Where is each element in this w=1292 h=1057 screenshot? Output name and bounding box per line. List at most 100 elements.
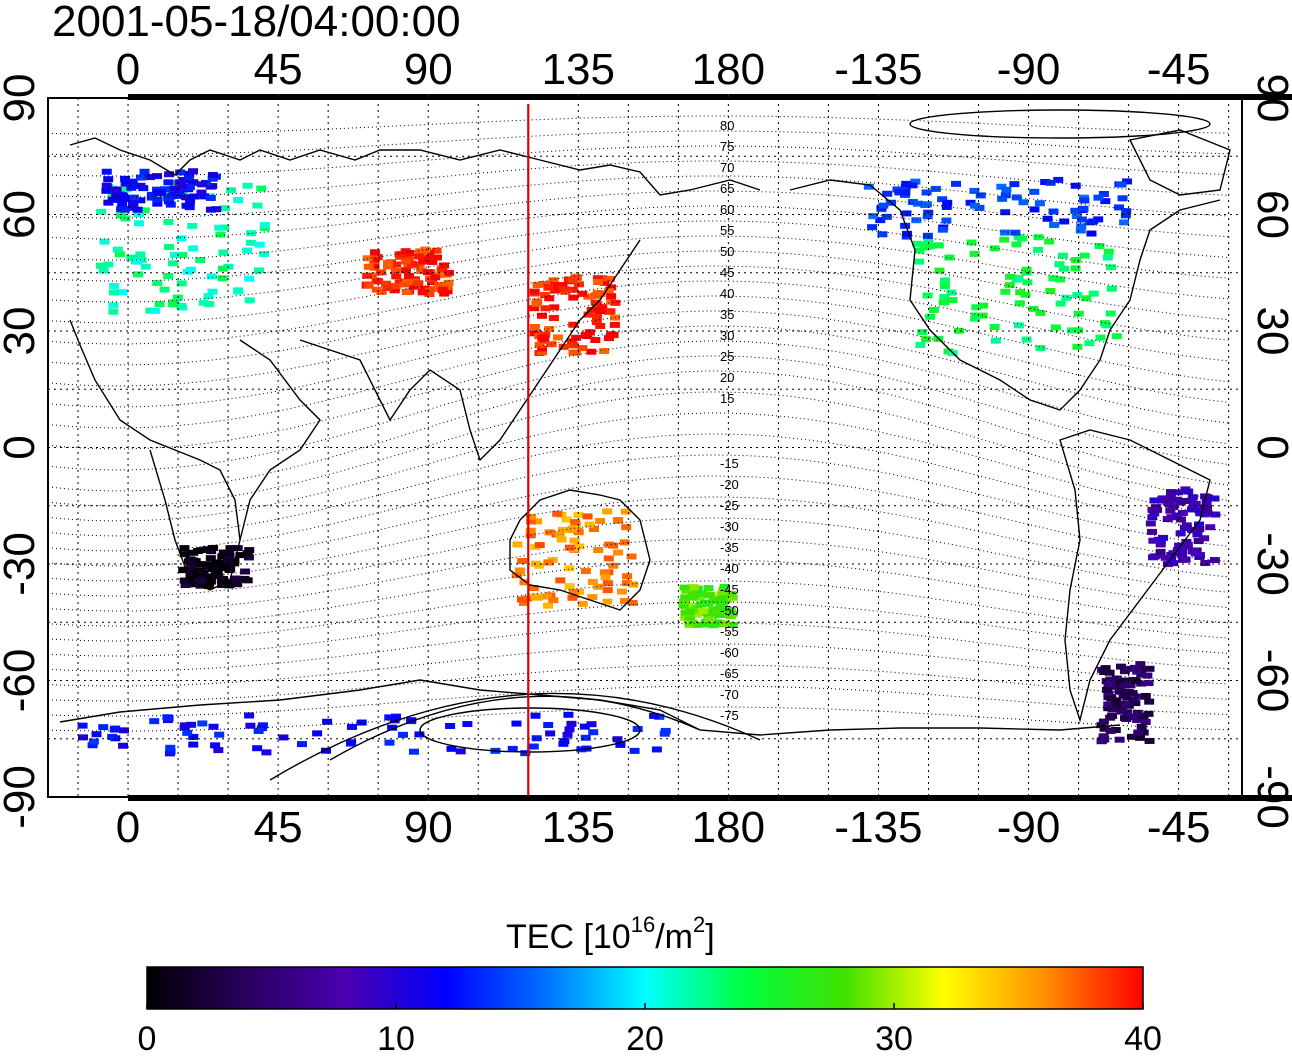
tec-pixel [1005,273,1016,280]
geomagnetic-contour [47,205,1229,261]
tec-pixel [163,715,174,722]
tec-pixel [1004,282,1015,289]
tec-pixel [588,525,599,532]
tec-pixel [356,719,367,726]
tec-pixel [507,745,518,752]
tec-pixel [1121,208,1132,215]
tec-pixel [568,349,579,356]
geomagnetic-contour [47,391,1229,507]
tec-pixel [548,277,559,284]
tec-pixel [719,605,730,612]
tec-pixel [108,289,119,296]
tec-pixel [389,287,400,294]
tec-pixel [564,565,575,572]
tec-pixel [296,741,307,748]
tec-pixel [1048,208,1059,215]
tec-pixel [404,250,415,257]
geomagnetic-contour [47,145,1229,177]
frame-bar-bottom [578,795,729,801]
frame-tick-bars [128,94,1292,801]
tec-pixel [1148,537,1159,544]
tec-region [529,273,621,357]
tec-pixel [621,524,632,531]
figure-title: 2001-05-18/04:00:00 [52,0,461,46]
tec-pixel [997,195,1008,202]
tec-pixel [911,217,922,224]
tec-pixel [726,591,737,598]
tec-pixel [1125,682,1136,689]
tec-pixel [261,749,272,756]
tec-pixel [373,278,384,285]
tec-pixel [346,739,357,746]
longitude-tick-label: 90 [404,803,453,852]
tec-pixel [1000,229,1011,236]
tec-pixel [203,293,214,300]
geomagnetic-contour [47,601,1229,657]
tec-pixel [78,734,89,741]
tec-pixel [127,178,138,185]
tec-pixel [153,189,164,196]
tec-pixel [1135,661,1146,668]
tec-pixel [529,324,540,331]
tec-pixel [1130,678,1141,685]
tec-pixel [1126,733,1137,740]
tec-pixel [567,527,578,534]
tec-pixel [1029,188,1040,195]
tec-region [678,584,738,629]
tec-pixel [580,734,591,741]
tec-pixel [205,206,216,213]
longitude-top-axis: 0 45 90 135 180 -135 -90 -45 [116,45,1211,94]
tec-pixel [1101,686,1112,693]
tec-pixel [1119,219,1130,226]
longitude-tick-label: 0 [116,45,140,94]
tec-pixel [103,199,114,206]
tec-pixel [1110,727,1121,734]
tec-pixel [116,206,127,213]
tec-pixel [107,733,118,740]
tec-pixel [163,272,174,279]
tec-pixel [215,231,226,238]
tec-pixel [1114,736,1125,743]
tec-pixel [406,717,417,724]
tec-pixel [518,599,529,606]
tec-pixel [367,272,378,279]
tec-pixel [1106,695,1117,702]
tec-pixel [387,724,398,731]
coastline-africa-east [239,339,321,541]
geomagnetic-label: -75 [720,708,739,723]
tec-pixel [944,254,955,261]
tec-pixel [700,599,711,606]
tec-pixel [322,718,333,725]
tec-pixel [1021,336,1032,343]
tec-pixel [101,168,112,175]
tec-pixel [921,189,932,196]
tec-pixel [1058,265,1069,272]
tec-pixel [725,613,736,620]
tec-region [361,246,454,298]
tec-pixel [592,313,603,320]
tec-pixel [877,231,888,238]
tec-pixel [207,288,218,295]
tec-pixel [1119,668,1130,675]
tec-pixel [1162,516,1173,523]
tec-pixel [439,290,450,297]
tec-pixel [628,581,639,588]
colorbar-tick-label: 20 [626,1020,664,1057]
tec-pixel [605,308,616,315]
tec-pixel [1180,541,1191,548]
tec-pixel [969,187,980,194]
tec-pixel [175,169,186,176]
geomagnetic-contour [47,685,1229,717]
tec-pixel [152,200,163,207]
tec-pixel [922,213,933,220]
tec-pixel [602,598,613,605]
tec-pixel [214,224,225,231]
geomagnetic-label: -55 [720,624,739,639]
tec-pixel [593,279,604,286]
tec-pixel [115,212,126,219]
tec-pixel [939,293,950,300]
tec-pixel [564,583,575,590]
tec-pixel [118,727,129,734]
tec-pixel [970,312,981,319]
tec-pixel [1011,194,1022,201]
